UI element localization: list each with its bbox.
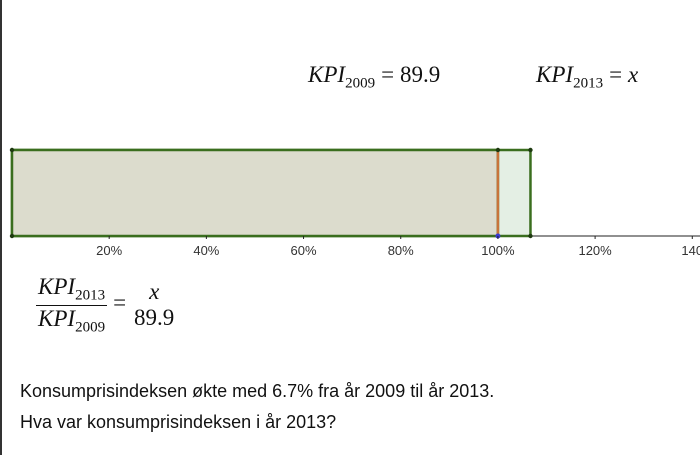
x-tick-label: 140 [681,243,700,258]
denominator: 89.9 [134,305,175,331]
formula-year: 2013 [75,287,106,304]
formula-value: 89.9 [400,62,441,87]
formula-name: KPI [38,305,76,331]
equals: = [381,62,395,87]
equals: = [113,290,127,316]
task-question: Hva var konsumprisindeksen i år 2013? [20,412,337,432]
fraction: x 89.9 [132,279,176,331]
formula-name: KPI [38,274,76,299]
x-tick-label: 100% [481,243,515,258]
percent-bar: 20% 40% 60% 80% 100% 120% 140 [9,147,700,258]
formula-name: KPI [536,62,574,87]
x-tick-label: 40% [193,243,219,258]
formula-ratio: KPI2013 KPI2009 = x 89.9 [36,274,176,336]
x-tick-label: 60% [291,243,317,258]
numerator: x [149,279,160,305]
corner-point [528,147,533,153]
base-segment [10,148,500,238]
formula-name: KPI [308,62,346,87]
x-tick-label: 80% [388,243,414,258]
equals: = [609,62,623,87]
formula-value: x [628,62,639,87]
corner-point [9,233,15,239]
corner-point [495,147,501,153]
formula-year: 2013 [573,75,604,92]
formula-kpi2009: KPI2009 = 89.9 [308,62,440,93]
task-text: Konsumprisindeksen økte med 6.7% fra år … [20,381,495,401]
x-tick-label: 20% [96,243,122,258]
formula-kpi2013: KPI2013 = x [536,62,638,93]
corner-point [9,147,15,153]
formula-year: 2009 [345,75,376,92]
corner-point [528,233,533,239]
fraction: KPI2013 KPI2009 [36,274,108,336]
formula-year: 2009 [75,319,106,336]
x-tick-label: 120% [578,243,612,258]
